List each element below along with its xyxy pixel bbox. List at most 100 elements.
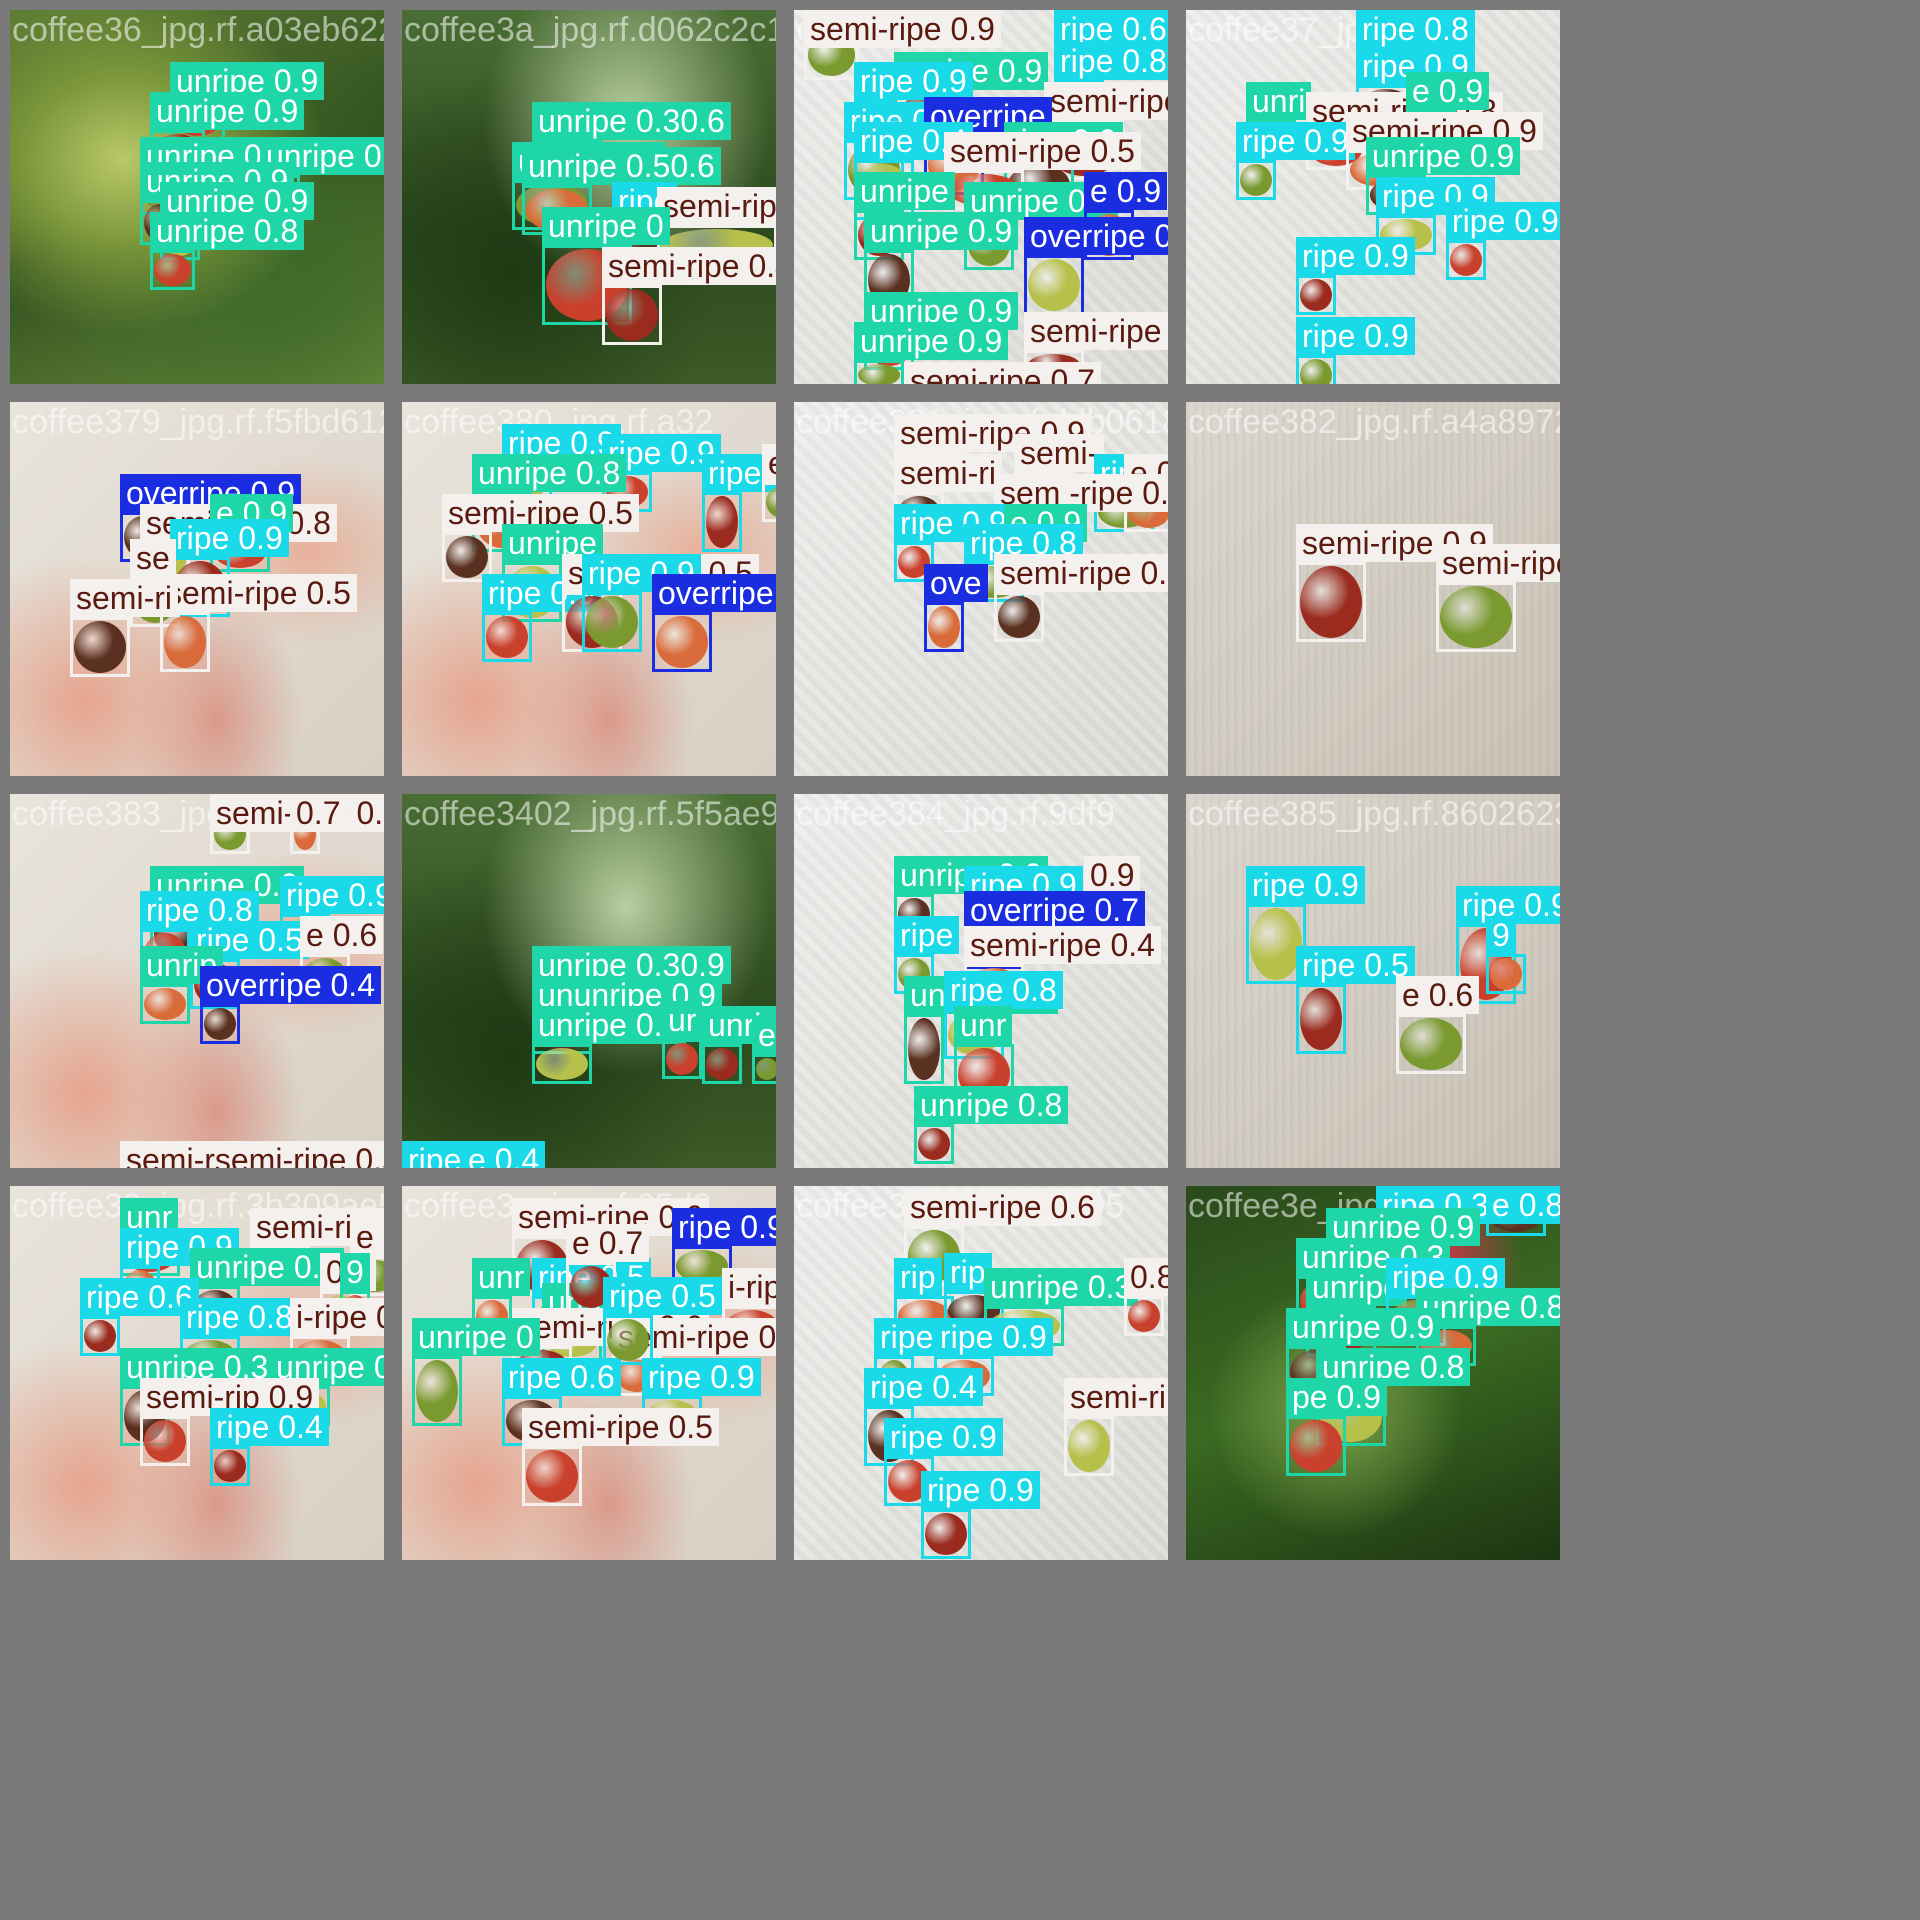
detection-label: semi-ripe 0.7 [904,362,1101,384]
detection-label: semi-ripe 0.4 [657,187,776,225]
coffee-cherry [676,1250,728,1282]
detection-box [762,482,776,522]
detection-label: ripe 0.9 [1296,237,1415,275]
detection-box [652,612,712,672]
coffee-cherry [214,1450,246,1482]
detection-label: pe 0.9 [1286,1378,1387,1416]
detection-label: e 0.9 [1406,72,1490,110]
detection-label: ripe 0.8 [944,971,1063,1009]
image-filename: coffee385_jpg.rf.86026235b [1188,795,1560,833]
coffee-cherry [1400,1018,1462,1070]
detection-label: unripe 0.6 [190,1248,345,1286]
detection-box [160,612,210,672]
detection-label: overripe 0.9 [1024,217,1168,255]
coffee-cherry [1300,359,1332,384]
detection-label: overripe 0.4 [200,966,381,1004]
detection-label: unripe 0.9 [854,322,1009,360]
detection-box [854,360,904,384]
coffee-cherry [536,1048,588,1080]
detection-label: e 0.8 [762,444,776,482]
coffee-cherry [74,621,126,673]
detection-box [1396,1014,1466,1074]
detection-label: ripe 0.9 [921,1471,1040,1509]
detection-box [662,1039,702,1079]
detection-label: unripe 0.9 [150,92,305,130]
coffee-cherry [1250,908,1302,980]
coffee-cherry [1240,164,1272,196]
detection-box [603,1315,653,1365]
image-tile: coffee380_jpg.rf.a32 ripe 0.9 ripe 0.9 ripe… [402,402,776,776]
detection-label: rip [894,1258,942,1296]
detection-label: semi- [1014,434,1105,472]
coffee-cherry [1290,1420,1342,1472]
detection-label: ripe 0.9 [884,1418,1003,1456]
coffee-cherry [204,1008,236,1040]
coffee-cherry [446,536,488,578]
detection-label: ripe 0.9 [672,1208,776,1246]
coffee-cherry [1490,958,1522,990]
detection-label: ripe 0.5 [603,1277,722,1315]
detection-box [200,1004,240,1044]
detection-label: unripe 0.8 [472,454,627,492]
detection-box [914,1124,954,1164]
detection-label: ripe 0.9 [854,62,973,100]
detection-box [1296,355,1336,384]
coffee-cherry [666,1043,698,1075]
detection-label: ripe 0.8 [1356,10,1475,48]
detection-label: ur [662,1001,703,1039]
detection-label: 9 [1486,916,1516,954]
image-tile: coffee3d_jpg.rf.d7495semi-ripe 0.6riprip… [794,1186,1168,1560]
detection-label: ripe [894,916,960,954]
detection-label: ripe 0.4 [210,1408,329,1446]
detection-label: ripe 0.9 [1296,317,1415,355]
detection-label: ripe 0.9 [642,1358,761,1396]
detection-label: e 0.6 [1396,976,1480,1014]
detection-label: unripe 0.8 [914,1086,1069,1124]
detection-box [70,617,130,677]
coffee-cherry [607,1319,649,1361]
image-tile: coffee36_jpg.rf.a03eb6221a5unripe 0.9 unr… [10,10,384,384]
detection-label: unripe 0.9 [1366,137,1521,175]
image-filename: coffee382_jpg.rf.a4a8972a [1188,403,1560,441]
detection-label: semi-ri [894,454,1002,492]
detection-box [904,1014,944,1084]
detection-box [924,602,964,652]
detection-label: ripe 0.8 [180,1298,299,1336]
coffee-cherry [1300,988,1342,1050]
detection-box [1064,1416,1114,1476]
coffee-cherry [606,289,658,341]
detection-label: overripe 0.7 [964,891,1145,929]
detection-box [140,1416,190,1466]
detection-label: 0.9 [1084,856,1141,894]
detection-label: unripe 0.30.6 [532,102,731,140]
coffee-cherry [1450,244,1482,276]
coffee-cherry [154,254,191,286]
detection-label: i-ripe 0.8 [290,1298,384,1336]
detection-label: unripe 0 [412,1318,540,1356]
detection-label: unripe 0.3 [984,1268,1139,1306]
detection-label: e 0.7 [566,1224,650,1262]
detection-label: unripe 0.8 [150,212,305,250]
image-tile: coffee3402_jpg.rf.5f5ae98bcd1unripe 0.30… [402,794,776,1168]
image-tile: coffee381_jpg.rf.ddb061807asemi-ripe 0.9… [794,402,1168,776]
detection-box [1124,1296,1164,1336]
detection-label: ripe 0.6 [502,1358,621,1396]
detection-box [702,1044,742,1084]
detection-box [210,1446,250,1486]
detection-label: semi-ripe 0.9 [1436,544,1560,582]
detection-label: unr [472,1258,531,1296]
coffee-cherry [766,486,776,518]
detection-label: semi-ripe 0.5 [160,574,357,612]
detection-box [894,542,934,582]
detection-label: ripe 0.9 [170,519,289,557]
detection-label: 0.8 [1124,1258,1168,1296]
coffee-cherry [858,364,900,384]
detection-box [150,250,195,290]
detection-box [482,612,532,662]
coffee-cherry [144,988,186,1020]
